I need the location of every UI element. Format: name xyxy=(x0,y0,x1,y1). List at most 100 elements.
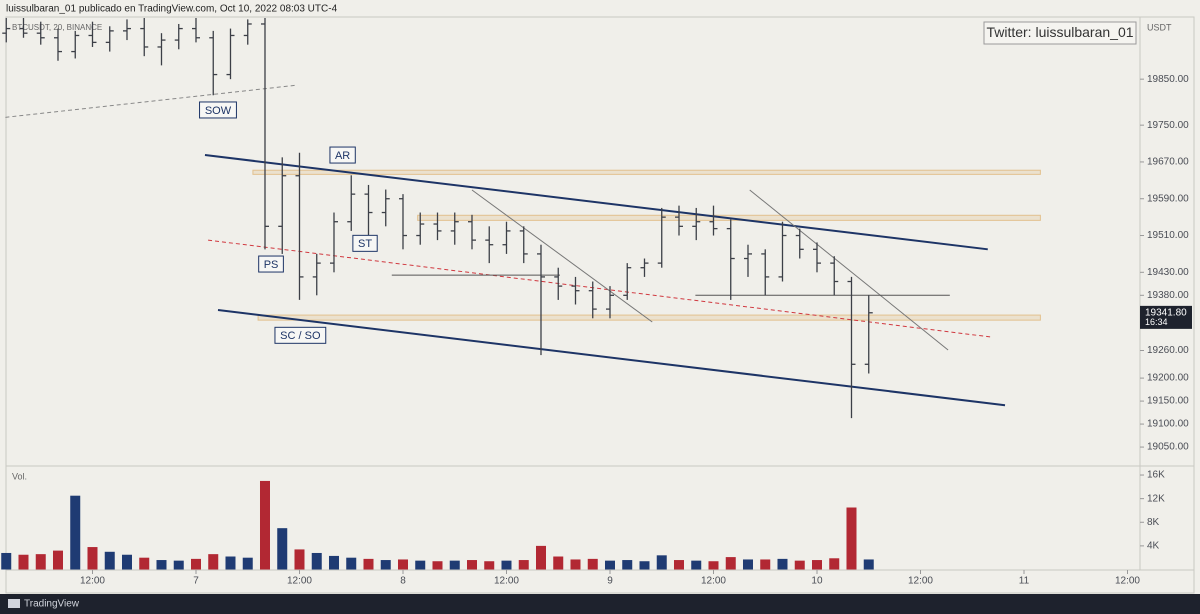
volume-tick-label: 16K xyxy=(1147,470,1165,481)
volume-bar xyxy=(87,547,98,570)
y-tick-label: 19850.00 xyxy=(1147,74,1189,85)
y-tick-label: 19050.00 xyxy=(1147,442,1189,453)
last-price-tag xyxy=(1140,305,1192,329)
volume-bar xyxy=(18,554,29,570)
publisher: luissulbaran_01 publicado en TradingView… xyxy=(6,4,338,15)
volume-bar xyxy=(225,556,236,570)
annotation: SC / SO xyxy=(280,330,321,342)
annotation: ST xyxy=(358,238,372,250)
watermark-box xyxy=(983,21,1137,45)
volume-bar xyxy=(1,552,12,570)
annotation-box xyxy=(329,146,356,164)
volume-bar xyxy=(570,559,581,570)
annotation: AR xyxy=(335,150,350,162)
frame xyxy=(5,16,1195,594)
x-tick-label: 12:00 xyxy=(287,576,312,587)
x-tick-label: 12:00 xyxy=(494,576,519,587)
volume-bar xyxy=(432,561,443,570)
volume-bar xyxy=(656,555,667,570)
background xyxy=(0,0,1200,594)
volume-bar xyxy=(139,557,150,570)
x-tick-label: 12:00 xyxy=(908,576,933,587)
symbol-title: BTCUSDT, 20, BINANCE xyxy=(12,23,102,32)
volume-bar xyxy=(863,559,874,570)
volume-bar xyxy=(208,554,219,570)
x-tick-label: 7 xyxy=(193,576,199,587)
volume-bar xyxy=(622,560,633,570)
volume-bar xyxy=(553,556,564,570)
last-price: 19341.80 xyxy=(1145,308,1187,319)
trendline xyxy=(749,189,949,351)
annotation: PS xyxy=(264,259,279,271)
volume-bar xyxy=(415,560,426,570)
volume-bar xyxy=(518,560,529,570)
unit: USDT xyxy=(1147,22,1172,32)
volume-bar xyxy=(846,507,857,570)
volume-bar xyxy=(604,560,615,570)
volume-bar xyxy=(259,480,270,570)
volume-bar xyxy=(535,545,546,570)
volume-bar xyxy=(811,560,822,570)
volume-bar xyxy=(742,559,753,570)
volume-bar xyxy=(121,554,132,570)
annotation-box xyxy=(274,326,327,344)
volume-bar xyxy=(777,558,788,570)
volume-bar xyxy=(501,560,512,570)
price-pane: SOW AR PS ST SC / SO xyxy=(2,18,1041,419)
volume-tick-label: 12K xyxy=(1147,493,1165,504)
volume-bar xyxy=(35,554,46,570)
volume-bar xyxy=(294,549,305,570)
annotation: SOW xyxy=(205,105,232,117)
annotation-box xyxy=(352,234,378,252)
y-tick-label: 19200.00 xyxy=(1147,373,1189,384)
x-tick-label: 8 xyxy=(400,576,406,587)
x-tick-label: 9 xyxy=(607,576,613,587)
trendline xyxy=(204,154,988,251)
volume-bar xyxy=(725,557,736,570)
volume-bar xyxy=(691,560,702,570)
y-tick-label: 19510.00 xyxy=(1147,230,1189,241)
annotation-box xyxy=(258,255,284,273)
volume-tick-label: 8K xyxy=(1147,517,1160,528)
volume-bar xyxy=(466,560,477,570)
volume-bar xyxy=(346,557,357,570)
volume-tick-label: 4K xyxy=(1147,541,1160,552)
volume-bar xyxy=(173,560,184,570)
volume-bar xyxy=(639,561,650,570)
volume-pane xyxy=(1,480,874,570)
x-tick-label: 11 xyxy=(1019,576,1030,587)
volume-bar xyxy=(363,558,374,570)
y-tick-label: 19670.00 xyxy=(1147,157,1189,168)
volume-bar xyxy=(277,528,288,570)
x-tick-label: 12:00 xyxy=(1115,576,1140,587)
volume-bar xyxy=(104,551,115,570)
footer-brand: TradingView xyxy=(24,599,80,610)
y-tick-label: 19150.00 xyxy=(1147,396,1189,407)
volume-bar xyxy=(673,560,684,570)
x-tick-label: 10 xyxy=(811,576,823,587)
volume-bar xyxy=(708,561,719,570)
volume-bar xyxy=(794,560,805,570)
x-tick-label: 12:00 xyxy=(701,576,726,587)
y-tick-label: 19750.00 xyxy=(1147,120,1189,131)
annotation-box xyxy=(199,101,237,119)
footer-bar xyxy=(0,594,1200,614)
volume-label: Vol. xyxy=(12,471,27,481)
volume-bar xyxy=(484,561,495,570)
trendline xyxy=(208,239,993,338)
volume-bar xyxy=(829,558,840,570)
volume-bar xyxy=(242,557,253,570)
y-tick-label: 19430.00 xyxy=(1147,267,1189,278)
volume-bar xyxy=(156,560,167,570)
volume-bar xyxy=(52,550,63,570)
volume-bar xyxy=(587,558,598,570)
y-tick-label: 19100.00 xyxy=(1147,419,1189,430)
y-tick-label: 19380.00 xyxy=(1147,290,1189,301)
logo xyxy=(8,599,20,608)
trendline xyxy=(217,309,1006,407)
volume-bar xyxy=(311,552,322,570)
volume-bar xyxy=(328,555,339,570)
zone xyxy=(252,169,1041,175)
